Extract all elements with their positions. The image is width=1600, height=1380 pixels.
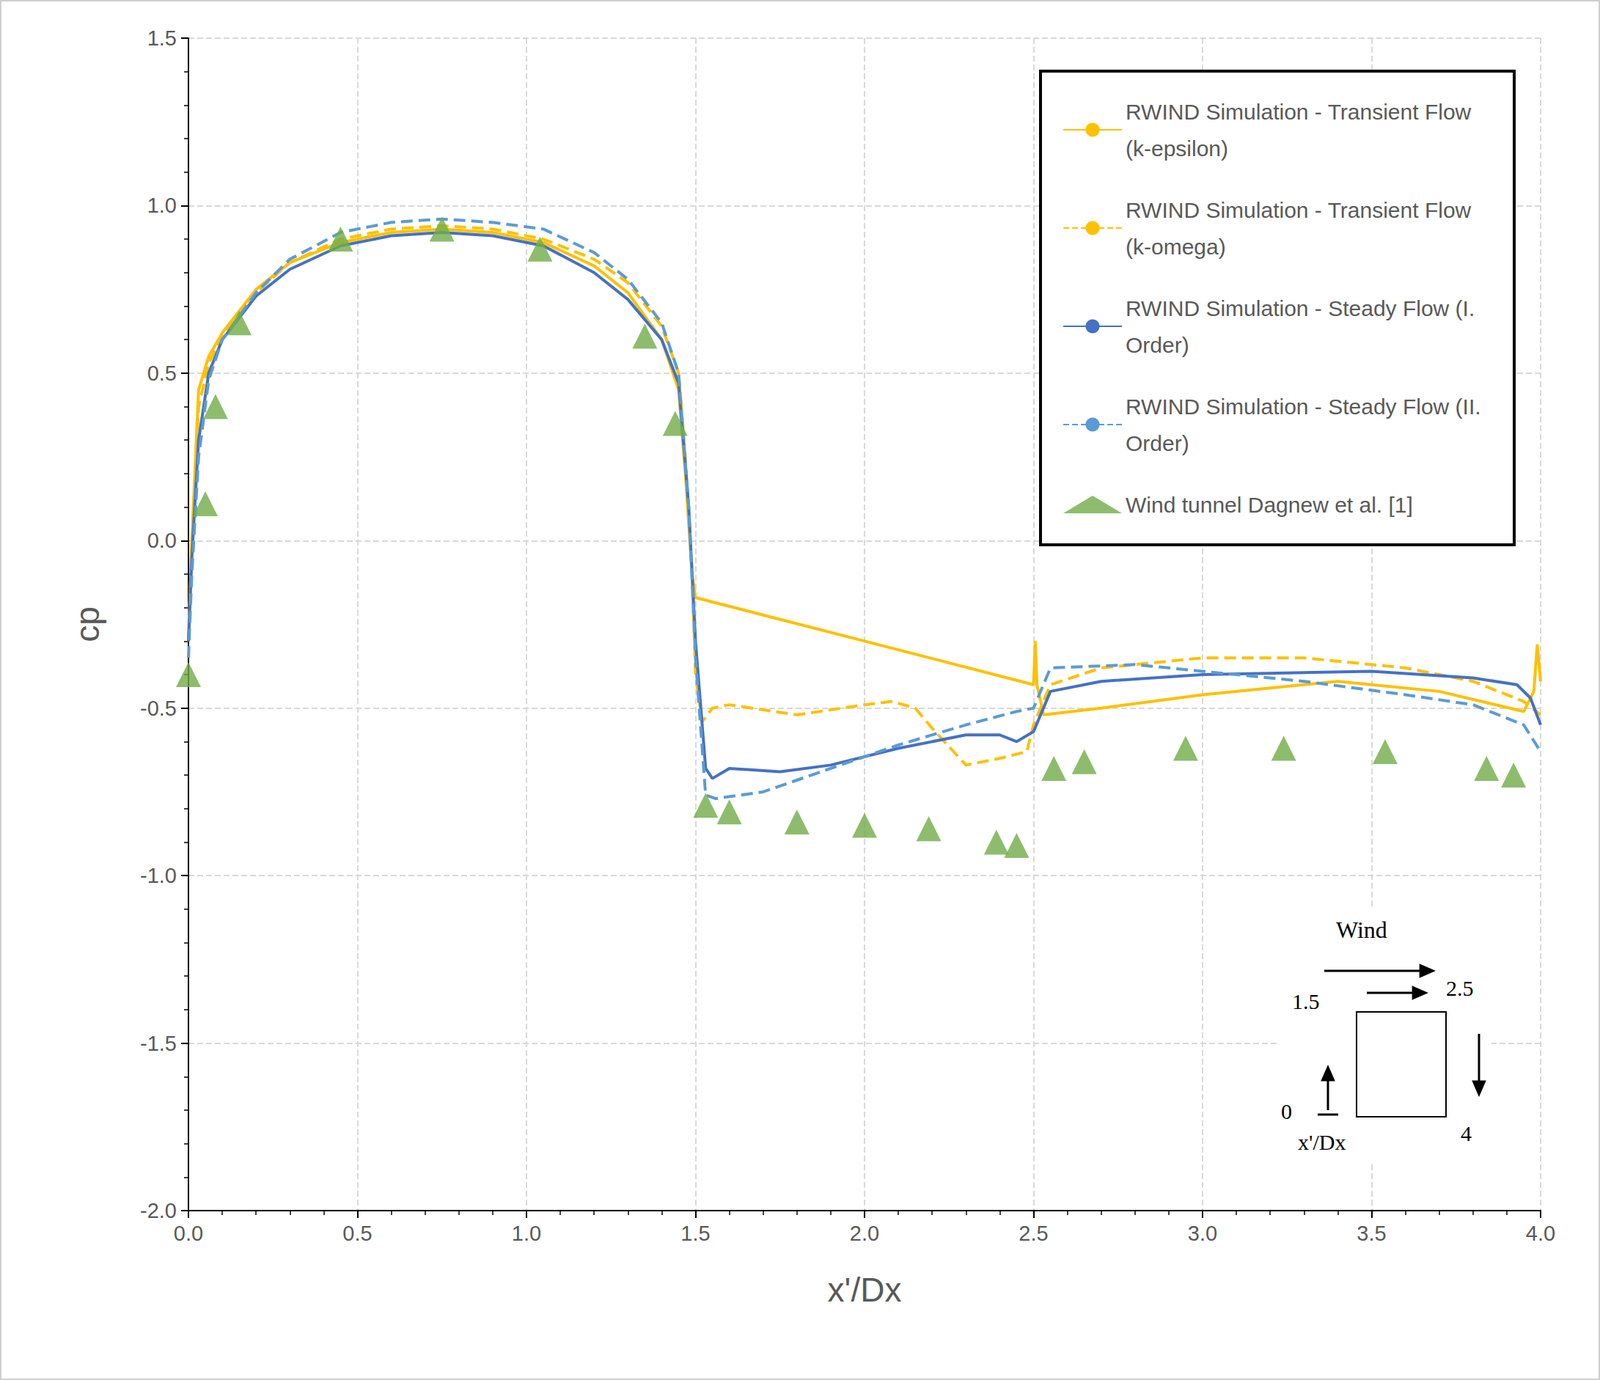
svg-text:2.5: 2.5 <box>1446 975 1474 1001</box>
svg-text:Wind: Wind <box>1336 916 1388 943</box>
svg-text:0.5: 0.5 <box>147 361 177 385</box>
svg-text:-1.5: -1.5 <box>140 1031 177 1056</box>
svg-text:Order): Order) <box>1125 332 1190 358</box>
svg-text:0.0: 0.0 <box>173 1221 204 1246</box>
svg-text:Order): Order) <box>1125 431 1190 456</box>
svg-text:1.0: 1.0 <box>511 1221 542 1246</box>
svg-text:3.0: 3.0 <box>1187 1221 1218 1246</box>
svg-text:(k-omega): (k-omega) <box>1125 234 1227 259</box>
svg-text:RWIND Simulation - Steady Flow: RWIND Simulation - Steady Flow (I. <box>1125 296 1482 321</box>
svg-text:2.0: 2.0 <box>849 1221 880 1246</box>
svg-text:0.5: 0.5 <box>342 1221 372 1246</box>
svg-text:1.5: 1.5 <box>680 1221 710 1246</box>
svg-text:(k-epsilon): (k-epsilon) <box>1125 136 1229 161</box>
svg-text:RWIND Simulation - Transient F: RWIND Simulation - Transient Flow <box>1125 99 1478 124</box>
svg-text:x'/Dx: x'/Dx <box>1297 1129 1346 1155</box>
svg-text:0: 0 <box>1281 1099 1293 1124</box>
svg-text:cp: cp <box>68 606 107 643</box>
svg-text:4: 4 <box>1460 1121 1472 1146</box>
svg-text:4.0: 4.0 <box>1525 1221 1556 1246</box>
svg-text:-2.0: -2.0 <box>140 1198 177 1223</box>
svg-text:-1.0: -1.0 <box>140 863 177 888</box>
svg-text:0.0: 0.0 <box>147 528 177 553</box>
svg-text:2.5: 2.5 <box>1018 1221 1048 1246</box>
svg-text:1.5: 1.5 <box>147 26 177 50</box>
svg-text:x'/Dx: x'/Dx <box>827 1270 902 1309</box>
svg-text:-0.5: -0.5 <box>140 696 177 721</box>
svg-text:1.0: 1.0 <box>147 193 177 218</box>
svg-text:RWIND Simulation - Transient F: RWIND Simulation - Transient Flow <box>1125 197 1478 223</box>
svg-text:3.5: 3.5 <box>1356 1221 1386 1246</box>
svg-text:Wind tunnel Dagnew et al. [1]: Wind tunnel Dagnew et al. [1] <box>1125 492 1414 517</box>
svg-text:1.5: 1.5 <box>1292 989 1320 1014</box>
svg-text:RWIND Simulation - Steady Flow: RWIND Simulation - Steady Flow (II. <box>1125 394 1488 419</box>
